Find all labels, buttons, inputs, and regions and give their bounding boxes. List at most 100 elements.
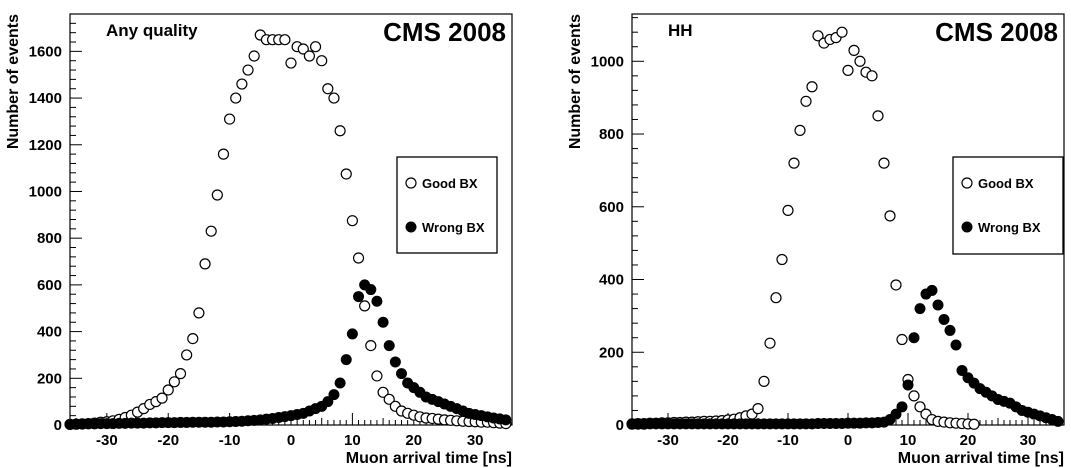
series-good-bx	[626, 26, 980, 430]
x-tick-label: 10	[900, 432, 917, 449]
y-tick-label: 200	[599, 344, 624, 361]
y-tick-label: 1200	[29, 137, 62, 154]
wrong-bx-point	[346, 328, 358, 340]
good-bx-point	[205, 225, 217, 237]
good-bx-point	[187, 332, 199, 345]
wrong-bx-point	[371, 295, 383, 307]
good-bx-point	[193, 307, 205, 319]
x-tick-label: 20	[405, 432, 422, 449]
good-bx-point	[217, 148, 230, 160]
good-bx-point	[316, 55, 328, 67]
y-tick-label: 1000	[591, 53, 624, 70]
x-tick-label: -20	[717, 432, 739, 449]
wrong-bx-point	[1052, 415, 1064, 427]
good-bx-point	[848, 44, 860, 56]
good-bx-point	[181, 349, 193, 361]
panel-hh: -30 -20 -10 0 10 20 30 0 200 400 600 800 1000 Muon ar…	[567, 13, 1065, 467]
good-bx-point	[764, 337, 776, 349]
good-bx-point	[914, 401, 926, 413]
good-bx-point	[359, 300, 371, 312]
good-bx-point	[352, 252, 365, 264]
good-bx-point	[322, 83, 334, 95]
series-wrong-bx	[64, 279, 512, 431]
series-wrong-bx	[626, 284, 1064, 430]
wrong-bx-point	[944, 324, 956, 336]
good-bx-point	[230, 92, 242, 104]
legend-label-wrong-bx: Wrong BX	[978, 220, 1041, 235]
wrong-bx-point	[322, 396, 334, 408]
x-tick-label: 30	[467, 432, 484, 449]
legend-box	[952, 156, 1064, 255]
wrong-bx-point	[353, 291, 365, 303]
y-tick-label: 200	[37, 370, 62, 387]
y-tick-label: 800	[599, 126, 624, 143]
good-bx-point	[770, 292, 782, 304]
good-bx-point	[297, 43, 309, 55]
wrong-bx-point	[334, 377, 346, 389]
panel-annotation: HH	[668, 21, 693, 40]
chart-title: CMS 2008	[935, 17, 1058, 47]
y-tick-label: 600	[37, 277, 62, 294]
wrong-bx-point	[377, 316, 389, 328]
wrong-bx-point	[340, 354, 352, 366]
good-bx-point	[782, 204, 794, 217]
good-bx-point	[248, 50, 260, 62]
good-bx-point	[842, 64, 854, 76]
good-bx-point	[776, 253, 788, 266]
wrong-bx-point	[932, 299, 944, 311]
legend-label-good-bx: Good BX	[978, 176, 1034, 191]
x-tick-label: -30	[657, 432, 679, 449]
wrong-bx-point	[396, 368, 407, 380]
legend-label-wrong-bx: Wrong BX	[422, 220, 485, 235]
wrong-bx-point	[950, 339, 962, 351]
wrong-bx-point	[956, 364, 968, 376]
good-bx-point	[224, 113, 236, 125]
good-bx-point	[365, 340, 377, 352]
x-axis-label: Muon arrival time [ns]	[346, 450, 512, 467]
good-bx-point	[303, 50, 316, 62]
good-bx-point	[383, 393, 395, 405]
panel-annotation: Any quality	[106, 21, 198, 40]
x-tick-label: -30	[96, 432, 118, 449]
y-tick-label: 1600	[29, 43, 62, 60]
y-tick-label: 800	[37, 230, 62, 247]
legend-marker-wrong-bx	[961, 221, 973, 233]
x-tick-label: 0	[287, 432, 295, 449]
good-bx-point	[309, 41, 322, 53]
legend-marker-good-bx	[961, 177, 973, 189]
x-tick-label: -10	[219, 432, 241, 449]
good-bx-point	[328, 92, 340, 104]
y-axis-label: Number of events	[5, 14, 22, 149]
legend: Good BX Wrong BX	[952, 156, 1064, 255]
wrong-bx-point	[383, 340, 395, 352]
wrong-bx-point	[908, 332, 920, 344]
wrong-bx-point	[500, 414, 512, 426]
good-bx-point	[968, 418, 980, 430]
y-tick-label: 1400	[29, 90, 62, 107]
wrong-bx-point	[389, 356, 401, 368]
good-bx-point	[242, 64, 254, 76]
good-bx-point	[340, 168, 352, 180]
good-bx-point	[836, 26, 848, 38]
wrong-bx-point	[890, 408, 902, 420]
y-tick-label: 0	[54, 417, 62, 434]
legend-box	[396, 156, 498, 254]
y-axis-label: Number of events	[567, 14, 584, 149]
y-tick-label: 400	[37, 324, 62, 341]
good-bx-point	[866, 70, 878, 82]
good-bx-point	[758, 375, 770, 387]
wrong-bx-point	[914, 303, 926, 315]
y-tick-label: 1000	[29, 183, 62, 200]
good-bx-point	[168, 376, 180, 388]
wrong-bx-point	[938, 314, 950, 326]
panel-any-quality: -30 -20 -10 0 10 20 30 0 200 400 600 800 1000 1200 140…	[5, 13, 513, 467]
good-bx-point	[285, 57, 297, 69]
legend: Good BX Wrong BX	[396, 156, 498, 254]
good-bx-point	[752, 403, 764, 415]
good-bx-point	[211, 189, 223, 201]
good-bx-point	[236, 78, 248, 90]
good-bx-point	[156, 392, 168, 404]
y-tick-label: 0	[616, 417, 624, 434]
good-bx-point	[371, 370, 383, 382]
good-bx-point	[806, 81, 818, 93]
